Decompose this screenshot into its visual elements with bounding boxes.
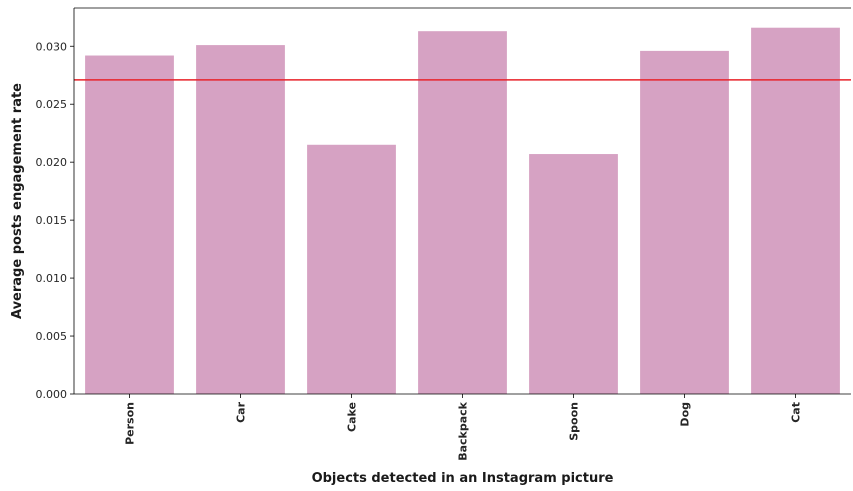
bar-cake: [307, 144, 396, 394]
y-axis-label: Average posts engagement rate: [10, 83, 25, 319]
y-tick-label: 0.000: [36, 388, 68, 401]
y-ticks-group: 0.000 0.005 0.010 0.015 0.020 0.025 0.030: [36, 40, 74, 401]
y-tick-label: 0.015: [36, 214, 68, 227]
bar-person: [85, 55, 174, 395]
y-tick-label: 0.010: [36, 272, 68, 285]
x-tick-label-spoon: Spoon: [568, 402, 581, 441]
y-tick-label: 0.020: [36, 156, 68, 169]
x-tick-label-cat: Cat: [790, 402, 803, 423]
y-tick-label: 0.005: [36, 330, 68, 343]
bar-cat: [751, 27, 840, 394]
x-ticks-group: Person Car Cake Backpack Spoon Dog Cat: [124, 394, 803, 461]
y-tick-label: 0.025: [36, 98, 68, 111]
x-tick-label-dog: Dog: [679, 402, 692, 427]
y-tick-label: 0.030: [36, 40, 68, 53]
x-tick-label-cake: Cake: [346, 402, 359, 432]
bars-group: [85, 27, 840, 395]
x-tick-label-backpack: Backpack: [457, 401, 470, 460]
x-tick-label-person: Person: [124, 402, 137, 445]
bar-backpack: [418, 31, 507, 394]
x-axis-label: Objects detected in an Instagram picture: [312, 471, 614, 486]
x-tick-label-car: Car: [235, 401, 248, 422]
bar-dog: [640, 50, 729, 395]
bar-car: [196, 45, 285, 395]
bar-spoon: [529, 154, 618, 394]
